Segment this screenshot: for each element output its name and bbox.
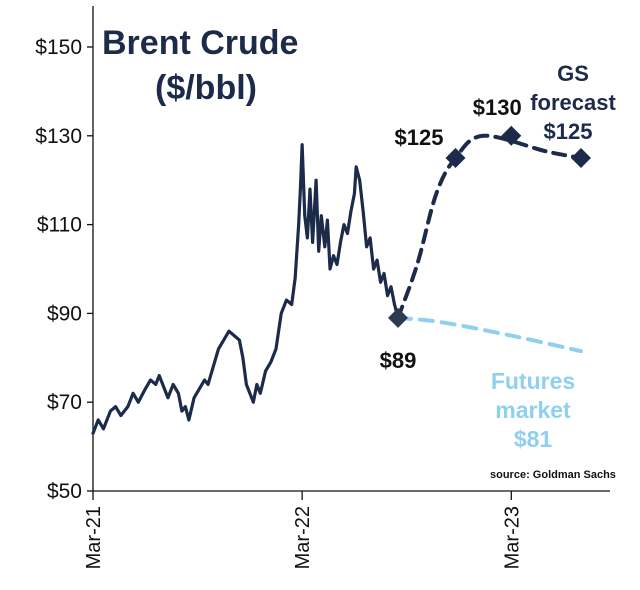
y-tick-label: $70 [47, 391, 82, 414]
y-axis-ticks: $50 $70 $90 $110 $130 $150 [35, 36, 93, 503]
futures-annotation-line2: market [495, 397, 571, 423]
y-tick-label: $150 [35, 36, 82, 59]
x-tick-label: Mar-21 [83, 506, 105, 569]
marker-value-label: $125 [544, 119, 593, 144]
source-note: source: Goldman Sachs [490, 469, 616, 481]
chart-title-line1: Brent Crude [102, 24, 298, 62]
futures-value-label: $81 [514, 426, 553, 452]
marker-value-label: $89 [380, 348, 417, 373]
data-marker [445, 148, 466, 168]
futures-annotation-line1: Futures [491, 368, 575, 394]
marker-layer: $89 $125 $130 $125 [380, 95, 593, 373]
gs-annotation-line1: GS [557, 61, 589, 86]
x-axis-ticks: Mar-21 Mar-22 Mar-23 [83, 491, 523, 569]
y-tick-label: $90 [47, 302, 82, 325]
gs-forecast-line [396, 133, 583, 320]
y-tick-label: $110 [37, 214, 82, 237]
data-marker [501, 125, 522, 146]
x-tick-label: Mar-22 [292, 506, 314, 569]
x-tick-label: Mar-23 [501, 506, 523, 569]
data-marker [571, 148, 591, 168]
marker-value-label: $130 [473, 95, 522, 120]
y-tick-label: $130 [35, 125, 82, 148]
marker-value-label: $125 [395, 125, 444, 150]
futures-market-line [396, 315, 583, 354]
gs-annotation-line2: forecast [530, 90, 616, 115]
chart-title-line2: ($/bbl) [155, 69, 257, 107]
y-tick-label: $50 [47, 480, 82, 503]
brent-history-line [91, 143, 400, 435]
data-marker [388, 307, 408, 328]
